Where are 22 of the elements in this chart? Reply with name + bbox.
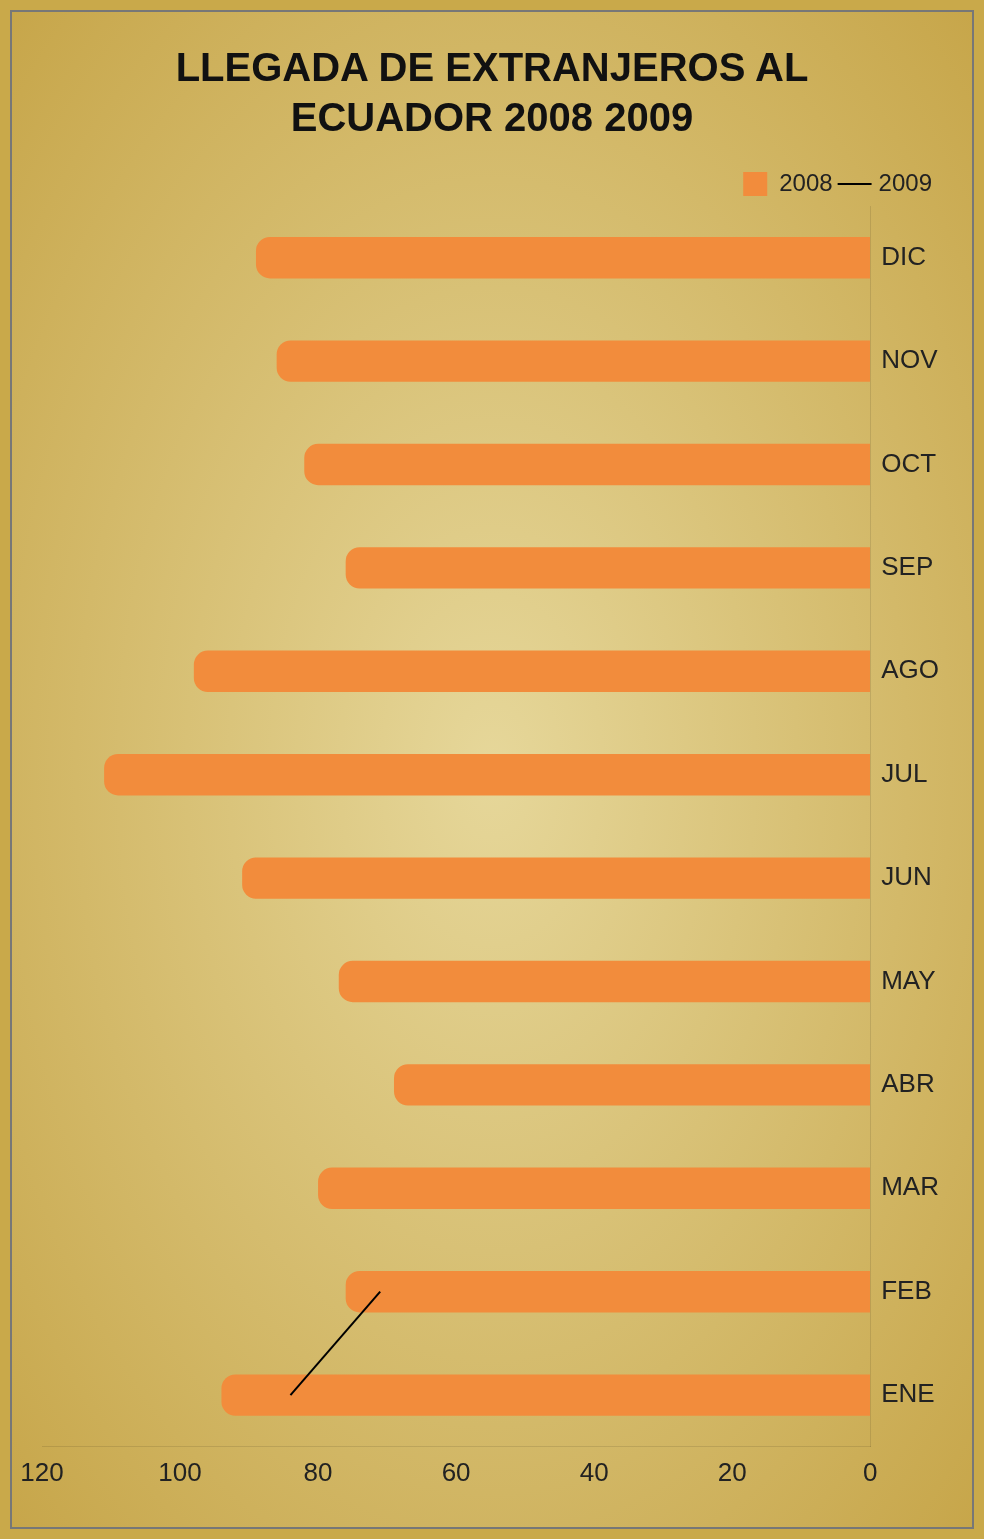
y-tick-label: JUL [881, 757, 928, 788]
y-tick-label: AGO [881, 654, 940, 685]
x-tick-label: 80 [303, 1456, 333, 1487]
y-tick-label: JUN [881, 861, 932, 892]
legend-label: 2009 [878, 168, 932, 196]
y-tick-label: MAY [881, 964, 936, 995]
y-tick-label: FEB [881, 1274, 932, 1305]
y-tick-label: ABR [881, 1068, 935, 1099]
x-tick-label: 0 [862, 1456, 878, 1487]
legend-label: 2008 [779, 168, 833, 196]
y-tick-label: MAR [881, 1171, 939, 1202]
x-tick-label: 120 [20, 1456, 64, 1487]
x-tick-label: 40 [579, 1456, 609, 1487]
y-tick-label: SEP [881, 551, 934, 582]
x-tick-label: 100 [158, 1456, 202, 1487]
chart-title: LLEGADA DE EXTRANJEROS AL ECUADOR 2008 2009 [174, 44, 810, 141]
y-tick-label: ENE [881, 1378, 935, 1409]
y-tick-label: NOV [881, 344, 939, 375]
y-tick-label: DIC [881, 240, 926, 271]
x-tick-label: 20 [717, 1456, 747, 1487]
y-tick-label: OCT [881, 447, 937, 478]
x-tick-label: 60 [441, 1456, 471, 1487]
